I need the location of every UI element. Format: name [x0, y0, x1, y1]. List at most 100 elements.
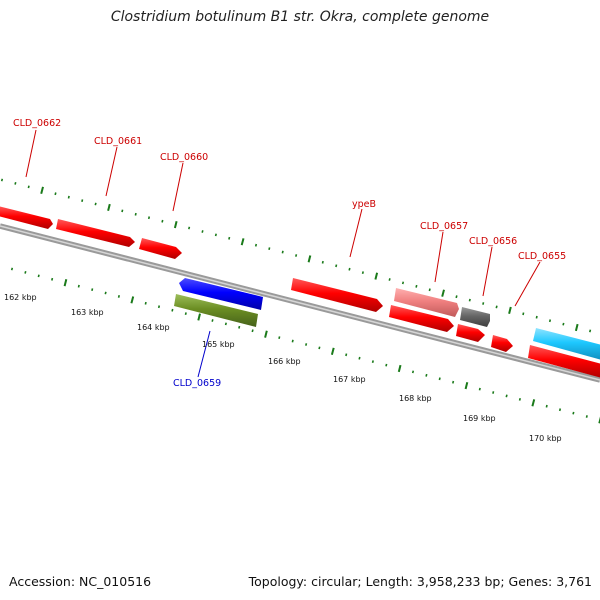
gene-feature-cld-0659-olive[interactable]	[174, 294, 258, 327]
scale-label: 170 kbp	[529, 434, 562, 443]
minor-tick	[562, 322, 565, 326]
minor-tick	[492, 391, 495, 394]
label-leaders	[25, 129, 541, 378]
minor-tick	[224, 322, 227, 326]
scale-label: 166 kbp	[268, 357, 301, 366]
gene-labels: CLD_0662 CLD_0661 CLD_0660 ypeB CLD_0657…	[13, 118, 566, 389]
minor-tick	[214, 233, 217, 237]
minor-tick	[117, 295, 120, 298]
minor-tick	[361, 271, 364, 274]
gene-feature-cld-0659-blue[interactable]	[179, 278, 263, 310]
gene-feature-cyan[interactable]	[533, 328, 600, 360]
scale-label: 169 kbp	[463, 414, 496, 423]
minor-tick	[545, 404, 548, 408]
gene-feature-red-b[interactable]	[456, 324, 485, 342]
minor-tick	[505, 394, 508, 398]
minor-tick	[254, 243, 258, 247]
minor-tick	[67, 195, 70, 199]
minor-tick	[428, 288, 431, 292]
scale-label: 164 kbp	[137, 323, 170, 332]
minor-tick	[291, 339, 294, 343]
minor-tick	[425, 373, 428, 377]
minor-tick	[572, 411, 575, 415]
minor-tick	[518, 398, 521, 401]
minor-tick	[321, 260, 324, 264]
minor-tick	[452, 380, 455, 384]
accession-text: Accession: NC_010516	[9, 574, 152, 589]
major-tick	[264, 330, 268, 338]
minor-tick	[251, 329, 254, 333]
major-tick	[307, 255, 312, 263]
minor-tick	[295, 254, 298, 257]
gene-feature-cld-0657[interactable]	[394, 288, 459, 317]
gene-label: ypeB	[352, 199, 376, 210]
minor-tick	[27, 185, 30, 189]
minor-tick	[281, 250, 284, 254]
major-tick	[173, 220, 178, 229]
scale-label: 165 kbp	[202, 340, 235, 349]
minor-tick	[535, 315, 538, 319]
gene-feature-cld-0660[interactable]	[139, 238, 182, 259]
minor-tick	[438, 377, 441, 381]
gene-feature-red-a[interactable]	[389, 305, 454, 332]
gene-feature-cld-0656[interactable]	[460, 307, 490, 327]
gene-label: CLD_0656	[469, 236, 517, 247]
major-tick	[40, 186, 44, 194]
minor-tick	[558, 408, 562, 412]
gene-feature-cld-0655[interactable]	[528, 345, 600, 378]
gene-feature-cld-0661[interactable]	[56, 219, 135, 247]
minor-tick	[522, 312, 525, 316]
reverse-gene-track	[174, 278, 263, 327]
forward-gene-track	[0, 206, 600, 378]
minor-tick	[188, 226, 191, 230]
major-tick	[63, 279, 68, 287]
minor-tick	[81, 199, 84, 202]
minor-tick	[14, 182, 17, 185]
minor-tick	[455, 295, 458, 299]
forward-tick-track	[0, 178, 592, 333]
minor-tick	[318, 346, 321, 350]
minor-tick	[157, 305, 161, 309]
major-tick	[441, 289, 445, 297]
minor-tick	[104, 291, 107, 295]
major-tick	[574, 323, 579, 332]
gene-feature-cld-0662[interactable]	[0, 206, 53, 229]
minor-tick	[94, 202, 97, 206]
minor-tick	[268, 247, 271, 250]
gene-feature-ypeb[interactable]	[291, 278, 383, 312]
minor-tick	[77, 284, 80, 288]
minor-tick	[134, 212, 137, 216]
minor-tick	[305, 343, 308, 346]
minor-tick	[278, 336, 281, 339]
major-tick	[531, 399, 536, 407]
scale-label: 163 kbp	[71, 308, 104, 317]
minor-tick	[10, 267, 14, 271]
minor-tick	[585, 415, 588, 418]
major-tick	[240, 238, 245, 246]
minor-tick	[238, 325, 241, 329]
minor-tick	[0, 178, 4, 182]
minor-tick	[589, 329, 592, 333]
gene-label: CLD_0660	[160, 152, 208, 163]
minor-tick	[24, 271, 27, 274]
major-tick	[197, 313, 201, 321]
minor-tick	[388, 278, 391, 281]
major-tick	[508, 306, 512, 315]
minor-tick	[161, 219, 164, 223]
major-tick	[130, 296, 135, 304]
scale-label: 168 kbp	[399, 394, 432, 403]
gene-label: CLD_0655	[518, 251, 566, 262]
minor-tick	[345, 353, 348, 357]
minor-tick	[358, 356, 361, 360]
minor-tick	[401, 281, 405, 285]
gene-label: CLD_0657	[420, 221, 468, 232]
minor-tick	[495, 305, 498, 309]
major-tick	[330, 347, 335, 355]
scale-labels: 162 kbp 163 kbp 164 kbp 165 kbp 166 kbp …	[4, 293, 562, 443]
minor-tick	[411, 370, 415, 374]
scale-label: 167 kbp	[333, 375, 366, 384]
page-title: Clostridium botulinum B1 str. Okra, comp…	[110, 9, 490, 25]
gene-feature-red-c[interactable]	[491, 335, 513, 352]
minor-tick	[482, 302, 485, 305]
